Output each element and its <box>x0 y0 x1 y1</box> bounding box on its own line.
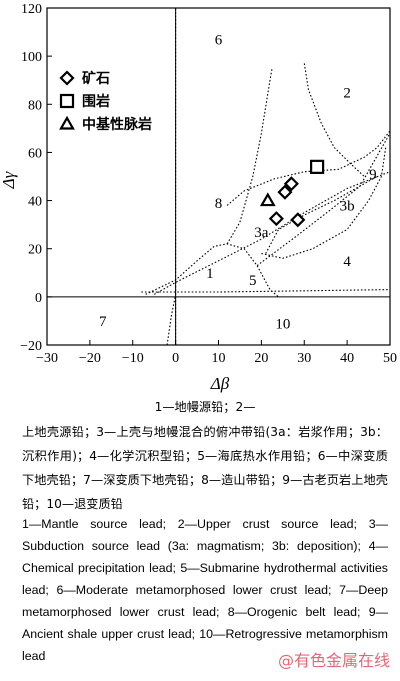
x-tick-label: −20 <box>79 351 101 366</box>
boundary-curve-2 <box>153 171 391 295</box>
legend-label: 矿石 <box>82 70 110 87</box>
boundary-curve-8 <box>256 132 391 267</box>
caption-chinese-line1: 1—地幔源铅；2— <box>154 400 256 414</box>
y-tick-label: 20 <box>28 243 42 258</box>
x-tick-label: −30 <box>36 351 58 366</box>
boundary-curve-6 <box>265 176 378 254</box>
y-axis-title: Δγ <box>0 170 18 189</box>
x-tick-label: 50 <box>383 351 397 366</box>
y-tick-label: 0 <box>35 291 42 306</box>
region-label: 10 <box>275 316 290 332</box>
boundary-curve-10 <box>303 63 365 177</box>
y-tick-label: 60 <box>28 146 42 161</box>
y-tick-label: 40 <box>28 195 42 210</box>
legend-marker-diamond <box>59 70 75 86</box>
x-axis-title: Δβ <box>210 374 230 393</box>
region-label: 3b <box>340 198 355 214</box>
region-label: 7 <box>99 314 107 330</box>
x-tick-label: 40 <box>340 351 354 366</box>
caption-english: 1—Mantle source lead; 2—Upper crust sour… <box>22 517 388 663</box>
boundary-curve-1 <box>141 289 391 293</box>
region-label: 4 <box>343 254 351 270</box>
y-tick-label: 80 <box>28 98 42 113</box>
y-tick-label: 100 <box>21 50 42 65</box>
caption-chinese: 上地壳源铅；3—上壳与地幔混合的俯冲带铅(3a：岩浆作用；3b：沉积作用)；4—… <box>22 425 388 511</box>
x-tick-label: −10 <box>122 351 144 366</box>
watermark: @有色金属在线 <box>277 651 390 670</box>
data-point-diamond <box>290 212 306 228</box>
y-tick-label: −20 <box>20 339 42 354</box>
legend-marker-triangle <box>59 115 75 130</box>
region-label: 1 <box>206 266 214 282</box>
data-points <box>259 159 325 228</box>
x-tick-label: 10 <box>212 351 226 366</box>
region-label: 9 <box>369 167 377 183</box>
region-label: 8 <box>215 196 223 212</box>
x-tick-label: 20 <box>254 351 268 366</box>
boundary-curve-7 <box>261 147 387 259</box>
region-label: 5 <box>249 273 257 289</box>
data-point-diamond <box>283 176 299 192</box>
x-tick-label: 30 <box>297 351 311 366</box>
legend-label: 围岩 <box>82 93 110 110</box>
data-point-triangle <box>259 192 276 207</box>
region-labels: 1 2 3a 3b 4 5 6 7 8 9 10 <box>99 32 377 332</box>
boundary-curve-11 <box>166 294 177 346</box>
y-tick-label: 120 <box>21 2 42 17</box>
chart-background <box>0 0 400 395</box>
data-point-diamond <box>277 184 293 200</box>
region-label: 2 <box>343 85 351 101</box>
boundary-curve-5 <box>226 68 273 245</box>
tick-marks <box>46 7 391 346</box>
legend-label: 中基性脉岩 <box>82 116 152 133</box>
region-label: 6 <box>215 32 223 48</box>
x-tick-label: 0 <box>172 351 179 366</box>
data-point-square <box>310 159 325 174</box>
legend-marker-square <box>59 93 75 109</box>
data-point-diamond <box>268 211 284 227</box>
region-label: 3a <box>254 225 269 241</box>
